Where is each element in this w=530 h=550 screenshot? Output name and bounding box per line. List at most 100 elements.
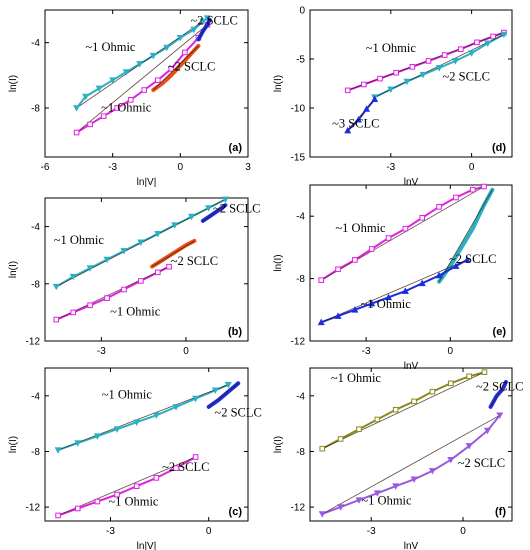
y-tick-label: -4 [31,391,40,402]
data-point [182,49,188,56]
data-point [114,105,120,111]
y-tick-label: -15 [291,153,306,164]
fit-line [208,382,239,408]
data-point [441,52,448,58]
data-point [335,266,341,273]
data-series [196,17,212,42]
series-line [437,187,495,284]
data-point [463,256,471,263]
data-series [150,238,197,269]
data-point [377,75,383,82]
y-axis-label: ln(I) [273,75,284,92]
plot-frame [309,9,513,158]
data-point [154,77,161,84]
fit-line [57,384,229,451]
y-tick-label: -8 [296,274,305,285]
data-point [53,316,60,323]
fit-line [322,371,485,450]
data-point [481,183,487,190]
y-tick-label: -4 [31,38,40,49]
data-point [176,34,184,42]
y-tick-label: -8 [31,104,40,115]
data-point [319,445,326,452]
y-axis-label: ln(I) [273,436,284,453]
data-point [447,456,455,464]
data-point [419,71,427,79]
annotation-label: ~1 Ohmic [361,297,412,311]
data-series [54,381,232,454]
data-series [151,43,201,92]
data-point [447,380,454,387]
data-point [211,387,219,394]
data-point [141,87,148,93]
y-tick-label: -8 [296,447,305,458]
data-point [94,498,101,505]
data-point [52,283,60,291]
data-point [490,33,496,40]
data-point [355,497,363,504]
annotation-label: ~1 Ohmic [54,233,105,247]
data-point [337,436,344,442]
data-point [468,50,476,57]
data-point [410,476,418,483]
data-point [133,483,140,490]
data-point [436,204,442,210]
chart-panel-1: -3 0 0 -5 -10 -15 lnV ln(I) ~1 Ohmic ~2 SCLC ~3 SC… [273,6,513,188]
annotation-label: ~2 SCLC [458,456,505,470]
chart-panel-4: -3 0 -4 -8 -12 ln|V| ln(I) ~1 Ohmic ~2 SCLC ~2 SC… [8,367,262,550]
data-point [54,447,62,454]
y-tick-label: -5 [296,55,305,66]
data-series [53,263,172,323]
data-point [368,246,375,252]
x-axis-label: lnV [404,361,419,372]
data-point [334,312,342,319]
data-point [133,419,141,426]
y-axis-label: ln(I) [8,75,19,92]
data-point [152,412,160,419]
annotation-label: ~2 SCLC [162,460,209,474]
y-tick-label: -4 [296,212,305,223]
data-point [387,86,395,94]
data-point [317,318,325,326]
fit-line [202,204,226,222]
x-tick-label: -3 [386,162,395,173]
data-point [429,388,436,395]
data-point [93,433,101,440]
data-series [488,379,508,409]
data-point [104,295,110,301]
data-point [385,235,392,241]
data-point [402,225,409,232]
data-point [392,483,400,490]
plot-frame [309,184,513,342]
x-tick-label: -3 [362,346,371,357]
data-point [82,93,90,101]
annotation-label: ~1 Ohmic [366,41,417,55]
x-tick-label: -6 [41,162,50,173]
x-tick-label: 3 [245,162,251,173]
data-point [466,373,472,380]
y-tick-label: -12 [26,503,41,514]
data-point [500,31,508,39]
data-point [87,121,93,128]
y-tick-label: -12 [291,503,306,514]
plot-frame [44,9,249,158]
data-point [221,196,229,204]
data-point [401,287,409,294]
chart-panel-2: -3 0 -4 -8 -12 ln(I) ~1 Ohmic ~2 SCLC ~2 SCLC ~1 … [8,196,260,357]
annotation-label: ~2 SCLC [449,252,496,266]
data-point [356,426,362,432]
data-point [411,398,417,405]
y-axis-label: ln(I) [273,254,284,271]
data-point [371,95,379,102]
data-series [437,187,495,284]
data-point [409,64,416,70]
data-point [171,222,179,229]
data-point [354,116,362,123]
data-point [418,279,426,287]
series-line [57,456,197,517]
data-point [70,309,76,316]
x-tick-label: 0 [183,346,189,357]
data-point [138,278,144,284]
data-point [368,299,376,307]
